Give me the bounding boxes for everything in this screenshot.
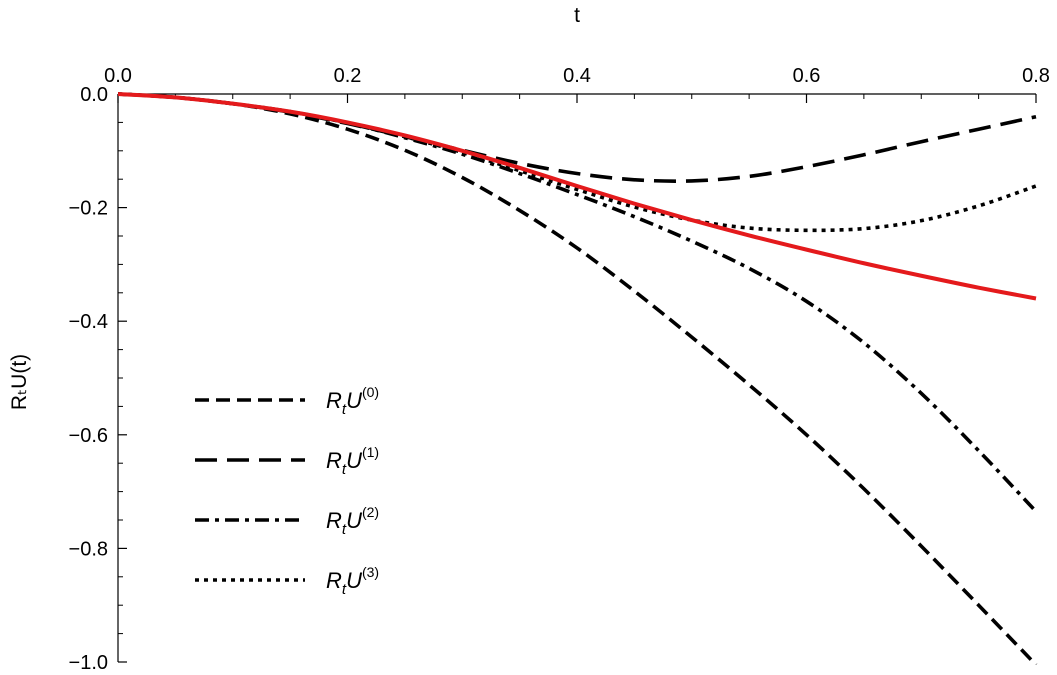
y-tick-label: −0.2: [69, 198, 108, 220]
x-tick-label: 0.4: [563, 65, 591, 87]
x-tick-label: 0.8: [1022, 65, 1050, 87]
legend: RtU(0) RtU(1) RtU(2) RtU(3): [195, 384, 379, 598]
series-line-1: [118, 92, 1037, 183]
legend-label: RtU(0): [326, 384, 379, 418]
y-tick-label: −0.6: [69, 425, 108, 447]
y-tick-label: −0.4: [69, 311, 108, 333]
series-line-0: [118, 92, 1038, 665]
y-axis-title: RₜU(t): [8, 354, 31, 410]
legend-label: RtU(2): [326, 504, 379, 538]
legend-label: RtU(1): [326, 444, 379, 478]
x-tick-label: 0.2: [334, 65, 362, 87]
x-axis-title: t: [574, 4, 580, 27]
series-line-3: [118, 92, 1037, 233]
y-tick-label: 0.0: [80, 84, 108, 106]
x-tick-label: 0.0: [104, 65, 132, 87]
y-tick-label: −1.0: [69, 652, 108, 674]
series-layer: [118, 92, 1038, 665]
series-line-2: [118, 92, 1038, 513]
y-tick-label: −0.8: [69, 538, 108, 560]
axes-layer: 0.0 0.2 0.4 0.6 0.8 0.0 −0.2 −0.4 −0.6 −0.8 −1.0: [69, 65, 1050, 674]
x-tick-label: 0.6: [793, 65, 821, 87]
legend-label: RtU(3): [326, 564, 379, 598]
series-line-solid: [118, 92, 1037, 301]
